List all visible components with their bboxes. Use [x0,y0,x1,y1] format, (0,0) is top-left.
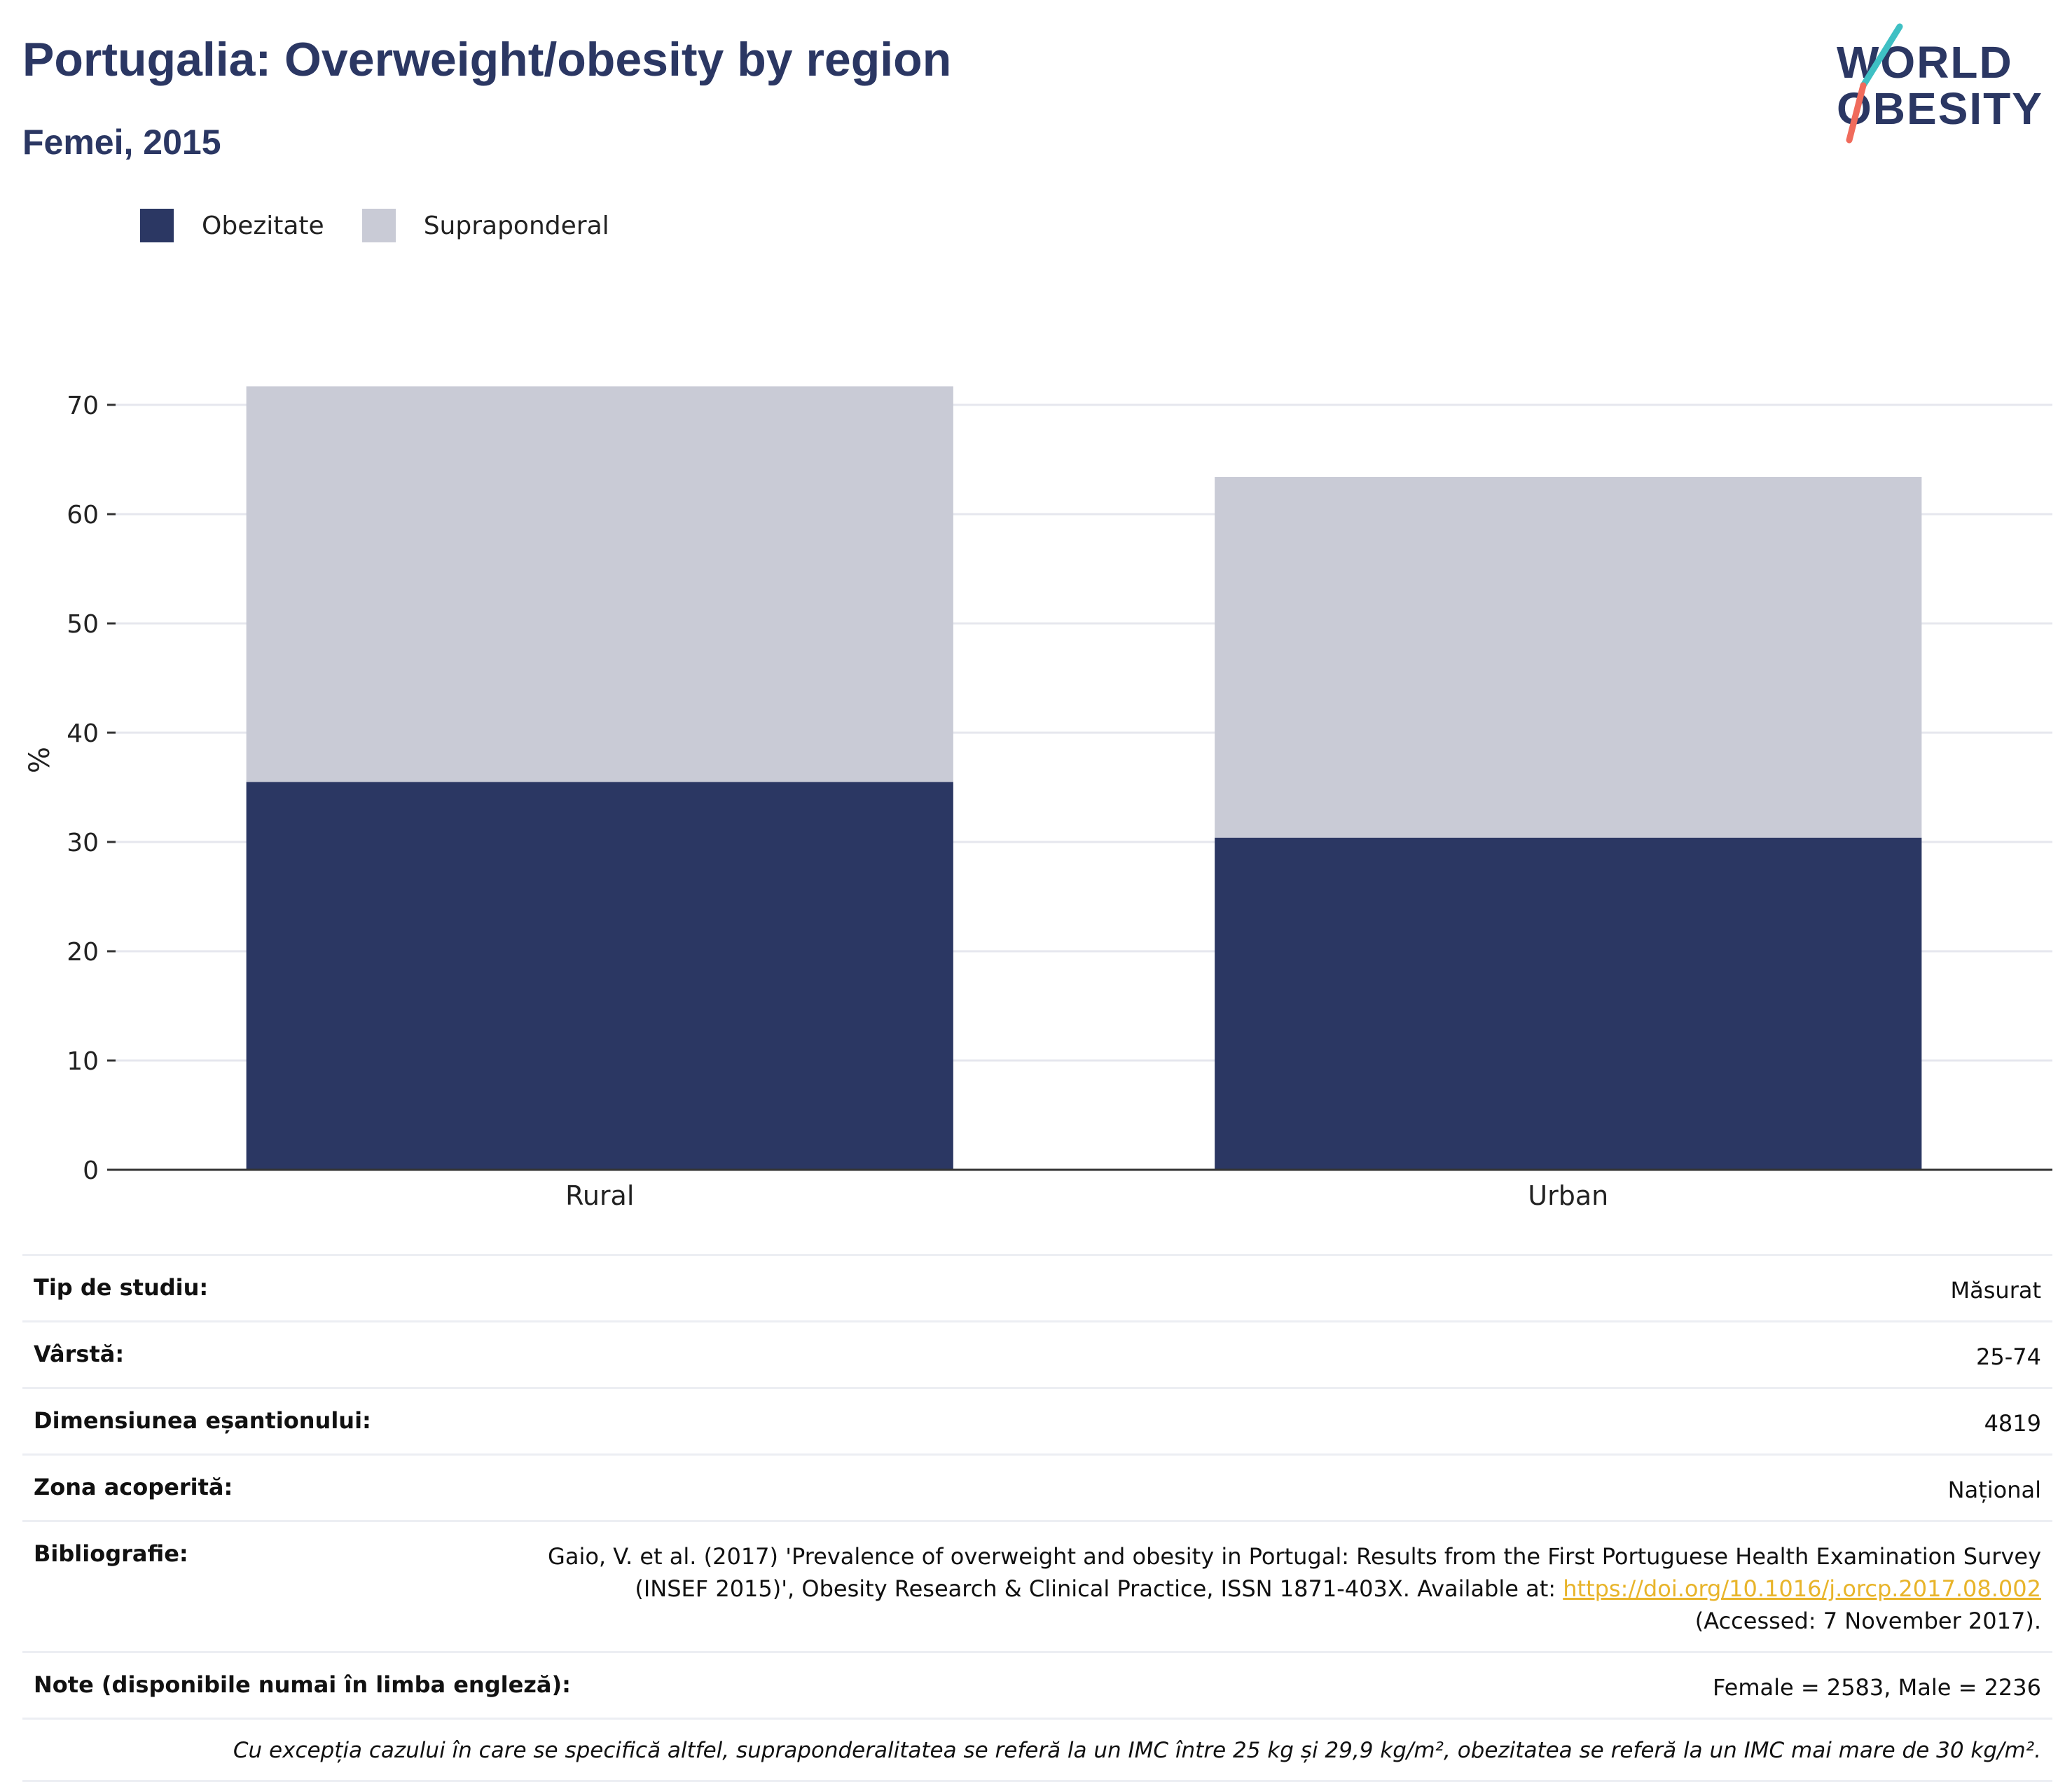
bibliography-line-2: (INSEF 2015)', Obesity Research & Clinic… [635,1575,1563,1602]
chart-subtitle: Femei, 2015 [22,123,221,162]
bmi-footnote: Cu excepția cazului în care se specifică… [22,1718,2052,1782]
y-tick-label: 40 [67,719,99,748]
y-tick-label: 50 [67,610,99,639]
y-tick-label: 0 [83,1156,99,1185]
y-tick-label: 70 [67,392,99,420]
bar-rural-supraponderal [246,386,953,782]
info-label: Vârstă: [34,1341,125,1367]
y-axis-label: % [24,747,56,773]
info-row-area-covered: Zona acoperită: Național [22,1453,2052,1520]
bar-urban-obezitate [1215,837,1922,1170]
info-value: Female = 2583, Male = 2236 [1712,1674,2041,1701]
info-row-age: Vârstă: 25-74 [22,1320,2052,1387]
legend-item-supraponderal[interactable]: Supraponderal [361,209,609,242]
info-row-study-type: Tip de studiu: Măsurat [22,1254,2052,1320]
info-label: Zona acoperită: [34,1474,233,1500]
legend-label-supraponderal: Supraponderal [423,211,609,240]
y-tick-label: 60 [67,501,99,530]
info-value: 25-74 [1976,1344,2041,1370]
chart-title: Portugalia: Overweight/obesity by region [22,33,952,86]
info-value: Național [1947,1477,2041,1503]
bar-urban-supraponderal [1215,476,1922,838]
info-row-notes: Note (disponibile numai în limba engleză… [22,1651,2052,1718]
study-info-table: Tip de studiu: Măsurat Vârstă: 25-74 Dim… [22,1254,2052,1782]
info-value: 4819 [1984,1410,2041,1437]
legend-swatch-obezitate [140,209,174,242]
legend-swatch-supraponderal [361,209,396,242]
legend-item-obezitate[interactable]: Obezitate [140,209,324,242]
bar-rural-obezitate [246,782,953,1170]
bibliography-text: Gaio, V. et al. (2017) 'Prevalence of ov… [548,1540,2041,1637]
info-label: Dimensiunea eșantionului: [34,1407,371,1434]
doi-link[interactable]: https://doi.org/10.1016/j.orcp.2017.08.0… [1563,1575,2041,1602]
info-row-bibliography: Bibliografie: Gaio, V. et al. (2017) 'Pr… [22,1520,2052,1651]
chart-legend: Obezitate Supraponderal [140,209,647,242]
logo-slash-icon [1846,23,1903,144]
legend-label-obezitate: Obezitate [202,211,324,240]
bibliography-line-1: Gaio, V. et al. (2017) 'Prevalence of ov… [548,1543,2041,1570]
x-tick-label: Rural [565,1180,634,1211]
stacked-bar-chart: 0 10 20 30 40 50 60 70% Rural Urban [24,386,2052,1211]
y-tick-label: 20 [67,938,99,967]
world-obesity-logo[interactable]: WORLD OBESITY [1821,21,2059,147]
info-value: Măsurat [1950,1277,2041,1304]
info-label: Tip de studiu: [34,1274,209,1301]
bibliography-line-3: (Accessed: 7 November 2017). [1694,1608,2041,1634]
info-label: Note (disponibile numai în limba engleză… [34,1671,571,1698]
info-row-sample-size: Dimensiunea eșantionului: 4819 [22,1387,2052,1453]
y-tick-label: 10 [67,1047,99,1076]
info-label: Bibliografie: [34,1540,188,1567]
logo-line-2: OBESITY [1837,83,2043,134]
y-tick-label: 30 [67,829,99,857]
x-tick-label: Urban [1528,1180,1608,1211]
